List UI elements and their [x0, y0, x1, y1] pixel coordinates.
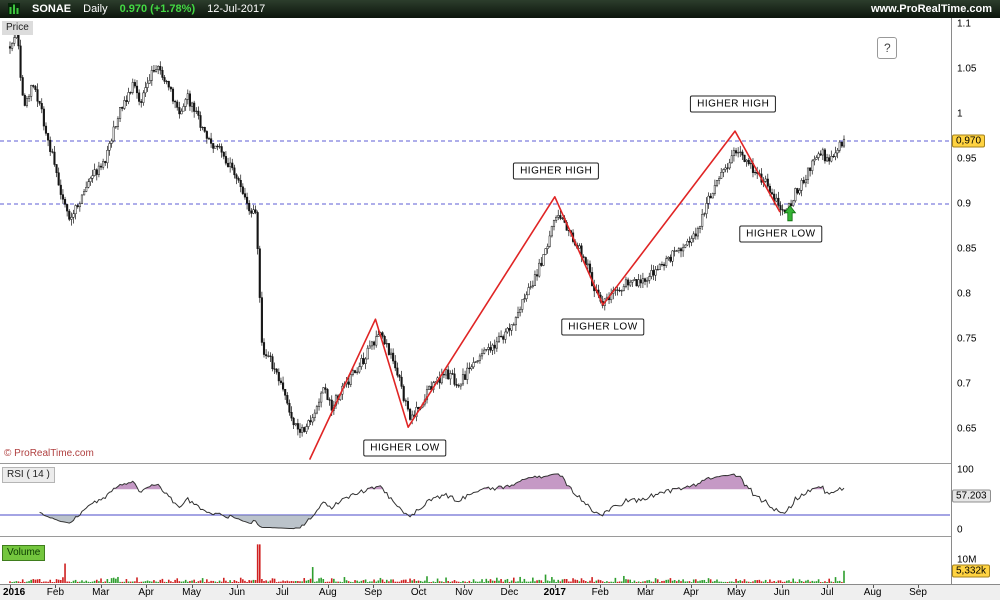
time-axis-tick [10, 585, 11, 588]
time-axis-tick [55, 585, 57, 588]
last-price-badge: 0,970 [952, 134, 986, 148]
time-axis-tick [509, 585, 511, 588]
time-axis-tick [464, 585, 465, 588]
price-axis-tick: 0.8 [957, 288, 971, 300]
time-axis-tick [781, 585, 783, 588]
time-axis-tick [645, 585, 647, 588]
price-axis-tick: 0.9 [957, 198, 971, 210]
time-axis-tick [146, 585, 148, 588]
annotation-higher-low[interactable]: HIGHER LOW [739, 225, 823, 243]
title-bar: SONAE Daily 0.970 (+1.78%) 12-Jul-2017 w… [0, 0, 1000, 18]
annotation-higher-low[interactable]: HIGHER LOW [561, 318, 645, 336]
axis-separator [951, 18, 952, 584]
time-axis[interactable]: 2016 Feb Mar Apr May Jun Jul Aug Sep Oct Nov Dec 201… [0, 584, 1000, 600]
panel-separator [0, 536, 951, 537]
time-axis-label: Mar [92, 587, 110, 598]
annotation-higher-high[interactable]: HIGHER HIGH [690, 95, 777, 113]
rsi-axis-tick: 0 [957, 524, 963, 536]
time-axis-tick [373, 585, 375, 588]
copyright-text: © ProRealTime.com [4, 448, 94, 459]
time-axis-label: 2017 [543, 587, 566, 598]
time-axis-label: Sep [364, 587, 383, 598]
time-axis-tick [736, 585, 738, 588]
time-axis-label: Feb [591, 587, 609, 598]
volume-axis-tick: 10M [957, 554, 977, 566]
price-axis-tick: 1 [957, 108, 963, 120]
time-axis-tick [282, 585, 284, 588]
rsi-overbought-fill [683, 474, 751, 490]
price-axis-tick: 1.05 [957, 63, 977, 75]
time-axis-label: May [726, 587, 746, 598]
time-axis-label: Feb [46, 587, 65, 598]
rsi-overbought-fill [145, 484, 161, 490]
symbol-name: SONAE [32, 3, 72, 15]
annotation-higher-high[interactable]: HIGHER HIGH [513, 162, 600, 180]
time-axis-label: Mar [636, 587, 655, 598]
time-axis-label: Apr [683, 587, 699, 598]
help-button[interactable]: ? [877, 37, 897, 59]
time-axis-label: Jun [228, 587, 246, 598]
time-axis-tick [554, 585, 556, 588]
time-axis-label: Sep [909, 587, 927, 598]
annotation-higher-low[interactable]: HIGHER LOW [363, 439, 447, 457]
time-axis-tick [418, 585, 420, 588]
time-axis-label: Dec [500, 587, 519, 598]
price-axis-tick: 1.1 [957, 18, 971, 30]
rsi-overbought-fill [113, 481, 138, 490]
time-axis-tick [191, 585, 193, 588]
time-axis-label: Oct [410, 587, 427, 598]
time-axis-label: Aug [863, 587, 882, 598]
timeframe-label[interactable]: Daily [83, 3, 108, 15]
volume-panel-label[interactable]: Volume [2, 545, 46, 561]
rsi-overbought-fill [496, 473, 571, 490]
rsi-axis-tick: 100 [957, 464, 974, 476]
time-axis-label: Jul [820, 587, 834, 598]
chart-logo-icon [8, 3, 20, 15]
time-axis-label: 2016 [3, 587, 26, 598]
price-axis[interactable]: 0,970 57.203 10M 5,332k 1.1 1.05 1 0.95 0.9 0… [951, 18, 1000, 584]
rsi-value-badge: 57.203 [952, 489, 991, 503]
trend-line[interactable] [308, 130, 781, 460]
time-axis-label: Jun [773, 587, 790, 598]
price-axis-tick: 0.95 [957, 153, 977, 165]
panel-separator [0, 463, 951, 464]
last-price-change: 0.970 (+1.78%) [119, 3, 196, 15]
volume-value-badge: 5,332k [952, 564, 991, 578]
up-arrow-marker[interactable] [783, 205, 797, 222]
time-axis-tick [327, 585, 329, 588]
price-axis-tick: 0.85 [957, 243, 977, 255]
rsi-panel-label[interactable]: RSI ( 14 ) [2, 467, 55, 483]
quote-date: 12-Jul-2017 [207, 3, 266, 15]
rsi-oversold-fill [43, 515, 80, 524]
candlestick-series [8, 26, 846, 438]
time-axis-label: May [182, 587, 202, 598]
time-axis-label: Apr [138, 587, 154, 598]
time-axis-label: Aug [318, 587, 337, 598]
time-axis-tick [872, 585, 874, 588]
time-axis-tick [827, 585, 829, 588]
price-axis-tick: 0.65 [957, 423, 977, 435]
rsi-chart-canvas[interactable] [0, 464, 951, 536]
time-axis-tick [918, 585, 919, 588]
rsi-oversold-fill [223, 515, 313, 529]
price-axis-tick: 0.75 [957, 333, 977, 345]
time-axis-tick [600, 585, 602, 588]
time-axis-tick [100, 585, 102, 588]
time-axis-tick [691, 585, 692, 588]
rsi-line [39, 473, 845, 530]
volume-chart-canvas[interactable] [0, 536, 951, 584]
time-axis-label: Nov [455, 587, 473, 598]
price-chart-canvas[interactable] [0, 18, 951, 463]
time-axis-label: Jul [275, 587, 289, 598]
website-link[interactable]: www.ProRealTime.com [870, 3, 992, 15]
price-panel-label: Price [2, 21, 33, 35]
price-axis-tick: 0.7 [957, 378, 971, 390]
volume-bars [9, 544, 845, 583]
time-axis-tick [237, 585, 238, 588]
